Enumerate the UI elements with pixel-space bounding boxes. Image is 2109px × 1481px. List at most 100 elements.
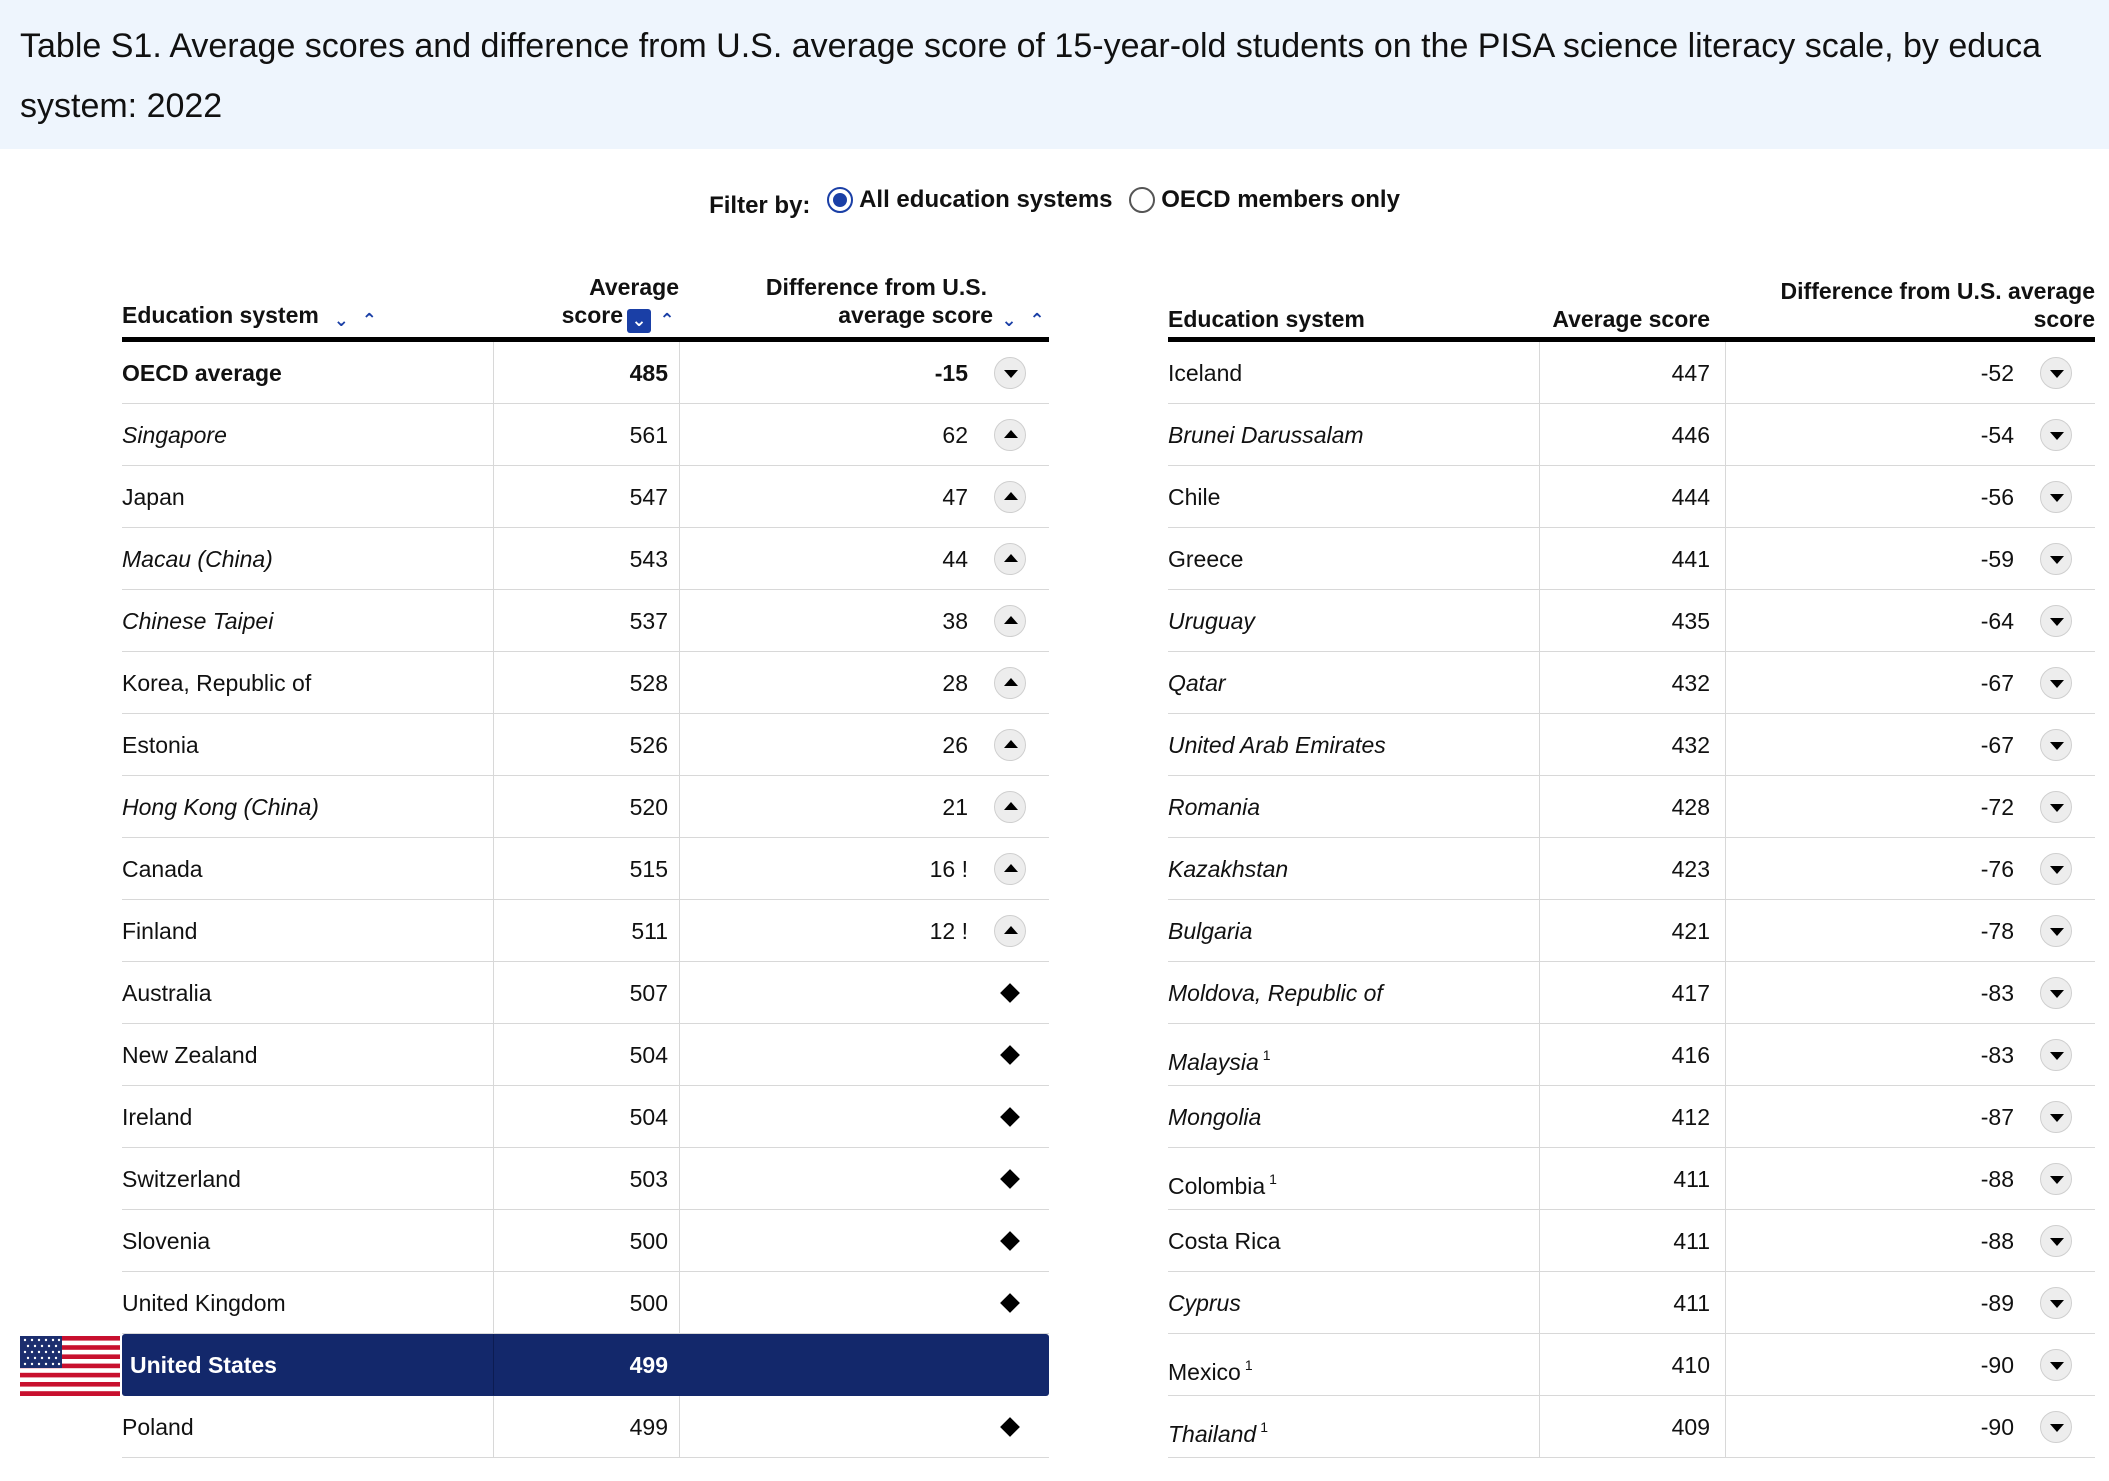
cell-education-system: Ireland xyxy=(122,1086,192,1148)
table-row: Uruguay 435 -64 xyxy=(1168,590,2095,652)
cell-difference: 62 xyxy=(942,422,968,448)
cell-education-system: Mongolia xyxy=(1168,1086,1261,1148)
cell-average-score: 504 xyxy=(629,1042,668,1068)
column-divider xyxy=(493,1148,494,1209)
system-name: Japan xyxy=(122,484,185,510)
right-table-header: Education system Average score Differenc… xyxy=(1168,274,2095,342)
system-name: Kazakhstan xyxy=(1168,856,1289,882)
cell-education-system: Estonia xyxy=(122,714,199,776)
table-row: Slovenia 500 xyxy=(122,1210,1049,1272)
column-divider xyxy=(679,652,680,713)
cell-difference: -88 xyxy=(1980,1228,2014,1254)
triangle-up-icon xyxy=(994,791,1026,823)
system-name: United States xyxy=(130,1352,277,1378)
table-row: Macau (China) 543 44 xyxy=(122,528,1049,590)
cell-average-score: 435 xyxy=(1671,608,1710,634)
header-diff-line2: score xyxy=(2033,306,2095,332)
column-divider xyxy=(493,1334,494,1395)
table-row: Ireland 504 xyxy=(122,1086,1049,1148)
table-row: Hong Kong (China) 520 21 xyxy=(122,776,1049,838)
triangle-down-icon xyxy=(2040,791,2072,823)
cell-education-system: Chile xyxy=(1168,466,1220,528)
column-divider xyxy=(1725,342,1726,403)
table-row: Cyprus 411 -89 xyxy=(1168,1272,2095,1334)
cell-difference: 28 xyxy=(942,670,968,696)
column-divider xyxy=(493,404,494,465)
cell-education-system: Cyprus xyxy=(1168,1272,1241,1334)
column-divider xyxy=(1539,528,1540,589)
cell-average-score: 537 xyxy=(629,608,668,634)
cell-difference: -76 xyxy=(1980,856,2014,882)
column-divider xyxy=(679,1086,680,1147)
cell-education-system: Slovenia xyxy=(122,1210,210,1272)
system-name: Ireland xyxy=(122,1104,193,1130)
table-title: Table S1. Average scores and difference … xyxy=(0,0,2109,149)
cell-average-score: 412 xyxy=(1671,1104,1710,1130)
triangle-up-icon xyxy=(994,915,1026,947)
column-divider xyxy=(1725,1210,1726,1271)
cell-average-score: 417 xyxy=(1671,980,1710,1006)
cell-education-system: Finland xyxy=(122,900,197,962)
sort-asc-icon[interactable]: ⌃ xyxy=(361,310,377,330)
system-name: Greece xyxy=(1168,546,1244,572)
cell-education-system: Thailand 1 xyxy=(1168,1396,1268,1465)
filter-option-all[interactable]: All education systems xyxy=(827,186,1113,214)
column-divider xyxy=(1725,590,1726,651)
sort-asc-icon[interactable]: ⌃ xyxy=(1029,310,1045,330)
cell-average-score: 447 xyxy=(1671,360,1710,386)
table-row: Malaysia 1 416 -83 xyxy=(1168,1024,2095,1086)
column-divider xyxy=(493,1024,494,1085)
title-line-2: system: 2022 xyxy=(20,87,223,125)
column-divider xyxy=(679,1272,680,1333)
table-row: Korea, Republic of 528 28 xyxy=(122,652,1049,714)
column-divider xyxy=(493,900,494,961)
cell-education-system: Bulgaria xyxy=(1168,900,1252,962)
cell-average-score: 409 xyxy=(1671,1414,1710,1440)
cell-average-score: 444 xyxy=(1671,484,1710,510)
column-divider xyxy=(493,962,494,1023)
header-education-system-label: Education system xyxy=(122,302,319,328)
table-row: Canada 515 16 ! xyxy=(122,838,1049,900)
sort-desc-icon[interactable]: ⌄ xyxy=(1001,310,1017,330)
header-diff-line1: Difference from U.S. average xyxy=(1780,278,2095,304)
column-divider xyxy=(1539,1086,1540,1147)
column-divider xyxy=(493,528,494,589)
left-table-body: OECD average 485 -15 Singapore 561 62 Japan 547… xyxy=(122,342,1049,1458)
cell-education-system: Hong Kong (China) xyxy=(122,776,319,838)
footnote-marker: 1 xyxy=(1262,1047,1271,1063)
table-row: Chinese Taipei 537 38 xyxy=(122,590,1049,652)
sort-desc-icon[interactable]: ⌄ xyxy=(333,310,349,330)
system-name: Uruguay xyxy=(1168,608,1255,634)
cell-education-system: Australia xyxy=(122,962,211,1024)
triangle-up-icon xyxy=(994,605,1026,637)
radio-all-icon[interactable] xyxy=(827,187,854,213)
footnote-marker: 1 xyxy=(1269,1171,1277,1187)
column-divider xyxy=(679,590,680,651)
cell-education-system: Poland xyxy=(122,1396,194,1458)
table-row: Greece 441 -59 xyxy=(1168,528,2095,590)
system-name: Bulgaria xyxy=(1168,918,1253,944)
cell-education-system: Romania xyxy=(1168,776,1260,838)
cell-average-score: 504 xyxy=(629,1104,668,1130)
radio-oecd-icon[interactable] xyxy=(1129,187,1156,213)
table-row: Qatar 432 -67 xyxy=(1168,652,2095,714)
triangle-up-icon xyxy=(994,729,1026,761)
filter-label: Filter by: xyxy=(709,192,811,219)
cell-education-system: Uruguay xyxy=(1168,590,1255,652)
system-name: Brunei Darussalam xyxy=(1168,422,1364,448)
cell-difference: -90 xyxy=(1980,1414,2014,1440)
column-divider xyxy=(1539,404,1540,465)
filter-option-oecd[interactable]: OECD members only xyxy=(1129,186,1400,214)
system-name: Finland xyxy=(122,918,198,944)
sort-desc-active-icon[interactable]: ⌄ xyxy=(627,309,651,333)
filter-option-all-label: All education systems xyxy=(859,186,1113,213)
table-row: Thailand 1 409 -90 xyxy=(1168,1396,2095,1458)
system-name: Australia xyxy=(122,980,212,1006)
system-name: Mongolia xyxy=(1168,1104,1262,1130)
system-name: Chile xyxy=(1168,484,1221,510)
table-row: Colombia 1 411 -88 xyxy=(1168,1148,2095,1210)
diamond-icon xyxy=(994,1101,1026,1133)
header-score-line2: score xyxy=(561,302,623,328)
sort-asc-icon[interactable]: ⌃ xyxy=(659,310,675,330)
triangle-down-icon xyxy=(2040,1039,2072,1071)
